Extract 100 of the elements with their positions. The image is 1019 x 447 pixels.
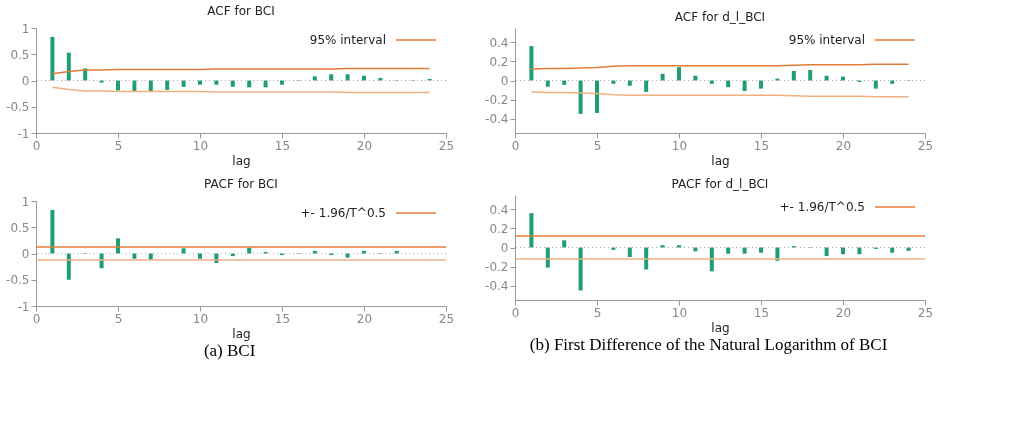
bar <box>890 247 895 253</box>
y-tick-label: 0.2 <box>489 221 509 236</box>
y-tick-label: 1 <box>21 21 30 36</box>
bar <box>132 253 137 259</box>
y-tick-label: -0.5 <box>6 273 30 288</box>
x-tick-label: 15 <box>274 311 291 326</box>
chart-title: PACF for d_l_BCI <box>671 177 769 191</box>
bar <box>50 209 55 254</box>
x-tick-label: 15 <box>753 305 770 320</box>
y-tick-label: -0.4 <box>485 279 509 294</box>
y-tick-label: 0.2 <box>489 54 509 69</box>
bar <box>230 80 235 87</box>
bar <box>677 245 681 248</box>
bar <box>644 80 649 92</box>
x-axis-title: lag <box>711 320 730 335</box>
bar <box>578 80 583 114</box>
x-tick-label: 20 <box>835 305 852 320</box>
bar <box>50 36 55 81</box>
y-tick-label: -0.2 <box>485 93 509 108</box>
bar <box>116 80 120 91</box>
y-tick-label: 1 <box>21 194 30 209</box>
bar <box>529 46 534 81</box>
x-tick-label: 25 <box>438 138 455 153</box>
x-tick-label: 5 <box>114 311 123 326</box>
x-tick-label: 0 <box>32 138 41 153</box>
bar <box>362 250 366 254</box>
y-tick-label: -1 <box>17 299 30 314</box>
bar <box>595 80 599 113</box>
y-tick-label: 0 <box>21 74 30 88</box>
bar <box>329 74 334 81</box>
text: (b) First Difference of the Natural Logarithm of BCI <box>529 335 888 354</box>
y-tick-label: 0.4 <box>489 35 509 50</box>
bar <box>312 250 317 254</box>
bar <box>677 67 681 81</box>
x-tick-label: 25 <box>917 305 934 320</box>
bar <box>890 80 895 84</box>
legend-label: 95% interval <box>309 33 386 47</box>
bar <box>562 240 567 248</box>
bar <box>394 250 399 254</box>
bar <box>906 247 911 251</box>
bar <box>214 80 219 85</box>
x-tick-label: 0 <box>32 311 41 326</box>
bar <box>148 80 153 91</box>
x-tick-label: 15 <box>753 138 770 153</box>
bar <box>132 80 137 91</box>
x-tick-label: 20 <box>356 311 373 326</box>
bar <box>181 248 186 254</box>
x-tick-label: 5 <box>593 138 602 153</box>
bar <box>99 80 104 83</box>
bar <box>824 75 829 81</box>
bar <box>345 253 350 258</box>
y-tick-label: 0 <box>500 74 509 88</box>
y-tick-label: 0 <box>21 247 30 261</box>
bar <box>529 213 534 248</box>
x-axis-title: lag <box>711 153 730 168</box>
x-tick-label: 10 <box>671 305 688 320</box>
y-tick-label: -1 <box>17 126 30 141</box>
y-tick-label: 0.4 <box>489 202 509 217</box>
x-tick-label: 5 <box>593 305 602 320</box>
bar <box>545 80 550 87</box>
bar <box>165 80 170 90</box>
x-tick-label: 20 <box>835 138 852 153</box>
bar <box>627 80 632 86</box>
legend-label: +- 1.96/T^0.5 <box>300 206 386 220</box>
bar <box>759 247 763 253</box>
bar <box>791 70 796 81</box>
bar <box>709 80 714 84</box>
bar <box>362 75 366 81</box>
x-tick-label: 0 <box>511 138 520 153</box>
x-tick-label: 10 <box>671 138 688 153</box>
x-tick-label: 10 <box>192 311 209 326</box>
x-tick-label: 20 <box>356 138 373 153</box>
x-tick-label: 25 <box>438 311 455 326</box>
y-tick-label: 0.5 <box>10 47 30 62</box>
bar <box>808 70 813 81</box>
bar <box>66 52 71 81</box>
y-tick-label: -0.2 <box>485 260 509 275</box>
bar <box>247 247 252 254</box>
bar <box>181 80 186 87</box>
legend-label: +- 1.96/T^0.5 <box>779 200 865 214</box>
y-tick-label: 0.5 <box>10 220 30 235</box>
bar <box>873 80 878 89</box>
bar <box>841 76 845 81</box>
x-axis-title: lag <box>232 153 251 168</box>
x-tick-label: 0 <box>511 305 520 320</box>
chart-title: PACF for BCI <box>204 177 278 191</box>
bar <box>345 74 350 81</box>
x-tick-label: 10 <box>192 138 209 153</box>
bar <box>693 75 698 81</box>
text: (a) BCI <box>203 341 256 360</box>
chart-title: ACF for BCI <box>207 4 275 18</box>
y-tick-label: -0.5 <box>6 100 30 115</box>
x-tick-label: 5 <box>114 138 123 153</box>
bar <box>66 253 71 280</box>
bar <box>627 247 632 258</box>
bar <box>660 245 665 248</box>
bar <box>198 253 202 259</box>
bar <box>198 80 202 85</box>
bar <box>611 80 616 84</box>
x-tick-label: 25 <box>917 138 934 153</box>
